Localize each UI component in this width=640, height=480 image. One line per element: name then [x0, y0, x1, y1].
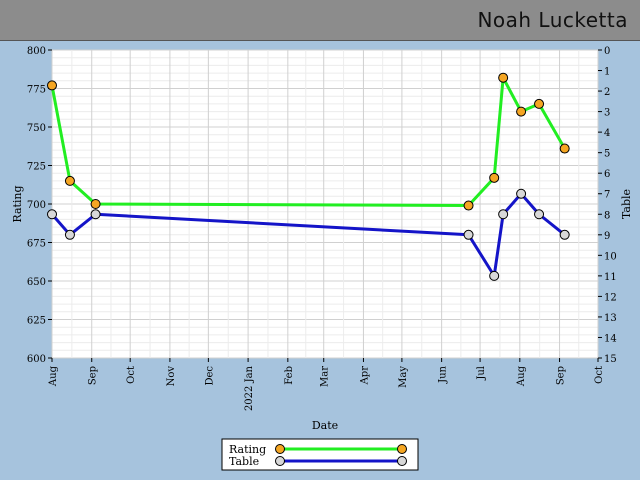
point-table [534, 209, 545, 220]
y-right-tick-label: 7 [604, 190, 610, 201]
y-left-tick-label: 725 [27, 162, 46, 173]
point-table [463, 229, 474, 240]
point-table [516, 188, 527, 199]
point-table [64, 229, 75, 240]
y-left-tick-label: 600 [27, 354, 46, 365]
point-rating [47, 80, 57, 91]
x-tick-label: Jul [476, 366, 487, 381]
x-tick-label: Feb [284, 366, 295, 385]
legend-box [221, 438, 419, 471]
y-right-tick-label: 2 [604, 87, 610, 98]
point-rating [559, 143, 570, 154]
y-left-tick-label: 800 [27, 46, 46, 57]
legend-label-table: Table [229, 455, 259, 468]
y-right-tick-label: 13 [604, 313, 617, 324]
x-tick-label: Sep [88, 366, 99, 385]
x-tick-label: Sep [556, 366, 567, 385]
point-table [47, 209, 57, 220]
y-right-tick-label: 12 [604, 292, 617, 303]
x-tick-label: 2022 Jan [244, 365, 255, 411]
legend-marker-rating [275, 444, 285, 454]
point-rating [64, 175, 75, 186]
y-right-tick-label: 10 [604, 251, 617, 262]
point-table [489, 270, 500, 281]
y-right-tick-label: 5 [604, 149, 610, 160]
x-axis-title: Date [312, 419, 338, 432]
y-right-axis-title: Table [620, 189, 633, 219]
x-tick-label: Mar [320, 366, 331, 387]
y-right-tick-label: 9 [604, 231, 610, 242]
x-tick-label: May [398, 366, 409, 388]
x-tick-label: Oct [126, 366, 137, 384]
series-layer [47, 72, 570, 281]
legend-label-rating: Rating [229, 443, 266, 456]
x-tick-label: Jun [438, 365, 449, 383]
point-table [90, 209, 101, 220]
y-left-tick-label: 700 [27, 200, 46, 211]
x-tick-label: Oct [594, 366, 605, 384]
legend-marker-table [397, 456, 407, 466]
y-left-tick-label: 675 [27, 239, 46, 250]
x-tick-label: Aug [516, 365, 527, 387]
y-left-tick-label: 750 [27, 123, 46, 134]
y-right-tick-label: 3 [604, 108, 610, 119]
y-right-tick-label: 1 [604, 67, 610, 78]
y-right-tick-label: 14 [604, 333, 617, 344]
x-tick-label: Nov [166, 366, 177, 387]
legend-marker-table [275, 456, 285, 466]
point-rating [498, 72, 509, 83]
y-right-tick-label: 8 [604, 210, 610, 221]
y-right-tick-label: 4 [604, 128, 610, 139]
y-right-tick-label: 15 [604, 354, 617, 365]
point-rating [489, 172, 500, 183]
point-table [559, 229, 570, 240]
y-left-axis-title: Rating [11, 185, 24, 222]
point-rating [534, 98, 545, 109]
x-tick-label: Aug [48, 365, 59, 387]
y-left-tick-label: 650 [27, 277, 46, 288]
point-table [498, 209, 509, 220]
x-tick-label: Apr [359, 366, 370, 386]
header-bar: Noah Lucketta [0, 0, 640, 41]
point-rating [463, 200, 474, 211]
player-name: Noah Lucketta [477, 8, 628, 32]
y-right-tick-label: 0 [604, 46, 610, 57]
point-rating [90, 199, 101, 209]
point-rating [516, 106, 527, 117]
y-right-tick-label: 6 [604, 169, 610, 180]
legend-marker-rating [397, 444, 407, 454]
y-left-tick-label: 625 [27, 316, 46, 327]
y-left-tick-label: 775 [27, 85, 46, 96]
x-tick-label: Dec [204, 366, 215, 386]
y-right-tick-label: 11 [604, 272, 617, 283]
